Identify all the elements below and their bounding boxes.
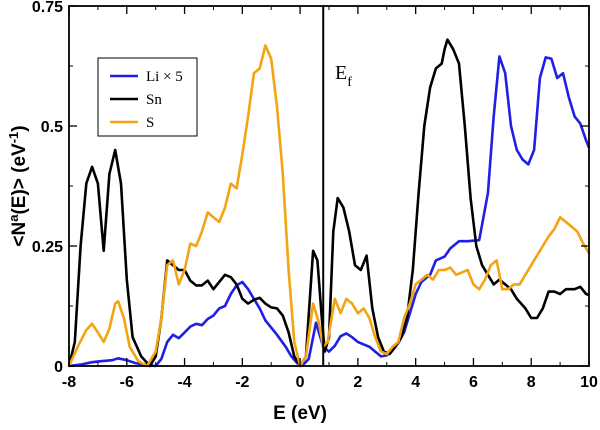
legend: Li × 5 Sn S: [97, 57, 198, 137]
legend-label-0: Li × 5: [146, 69, 183, 85]
x-tick-label: 6: [469, 374, 478, 391]
x-tick-label: -4: [177, 374, 191, 391]
fermi-annotation: Ef: [335, 62, 352, 90]
y-tick-label: 0.75: [32, 0, 63, 16]
series-line-0: [68, 55, 591, 368]
y-axis-title-sup-2: -1: [6, 132, 21, 144]
legend-label-2: S: [146, 115, 154, 131]
x-tick-label: -8: [62, 374, 76, 391]
x-tick-label: 2: [353, 374, 362, 391]
y-axis-title-sup-1: a: [6, 214, 21, 222]
fermi-annotation-main: E: [335, 62, 347, 84]
x-tick-label: -6: [120, 374, 134, 391]
y-axis-title-part-2: (E)> (eV: [9, 143, 30, 215]
fermi-annotation-sub: f: [347, 75, 352, 90]
x-tick-label: 8: [527, 374, 536, 391]
legend-label-1: Sn: [146, 92, 162, 108]
series-layer: [67, 38, 591, 368]
x-tick-label: 4: [411, 374, 420, 391]
y-tick-label: 0.5: [41, 119, 63, 136]
y-axis-title-part-3: ): [9, 125, 30, 131]
y-axis-title: <Na(E)> (eV-1): [6, 125, 30, 246]
ticks-layer: -8 -6 -4 -2 0 2 4 6 8 10 0 0.25 0.5 0.75: [32, 0, 598, 391]
series-line-2: [67, 44, 591, 368]
y-axis-title-part-1: <N: [9, 222, 30, 247]
y-tick-label: 0: [54, 359, 63, 376]
x-tick-label: 10: [580, 374, 598, 391]
x-axis-title: E (eV): [273, 403, 327, 424]
y-tick-label: 0.25: [32, 239, 63, 256]
x-tick-label: -2: [235, 374, 249, 391]
x-tick-label: 0: [296, 374, 305, 391]
